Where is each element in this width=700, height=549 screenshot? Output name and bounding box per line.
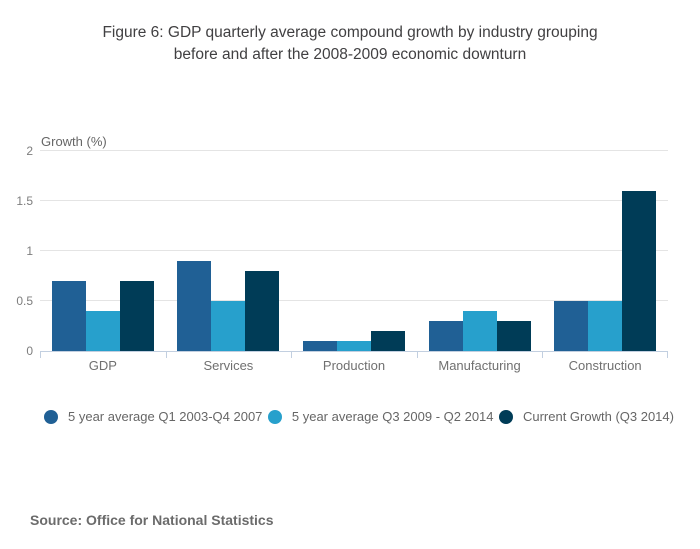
bar-group-manufacturing [417, 151, 543, 351]
legend-item-series2: 5 year average Q3 2009 - Q2 2014 [267, 409, 494, 424]
source-note: Source: Office for National Statistics [30, 512, 274, 528]
bar-group-gdp [40, 151, 166, 351]
bar-services-series2 [211, 301, 246, 351]
x-category-label-production: Production [322, 358, 386, 373]
x-axis-tick [165, 351, 167, 358]
legend-label-series3: Current Growth (Q3 2014) [522, 409, 674, 424]
gridline-1 [40, 250, 668, 251]
y-tick-label-0.5: 0.5 [16, 294, 33, 308]
bar-services-series1 [177, 261, 212, 351]
x-category-label-construction: Construction [568, 358, 642, 373]
x-axis-tick [667, 351, 668, 358]
bar-group-services [166, 151, 292, 351]
y-tick-label-1.5: 1.5 [16, 194, 33, 208]
legend-item-series1: 5 year average Q1 2003-Q4 2007 [44, 409, 262, 424]
y-tick-label-1: 1 [26, 244, 33, 258]
x-axis-tick [291, 351, 293, 358]
x-axis-tick [416, 351, 418, 358]
bar-gdp-series3 [119, 281, 154, 351]
bar-gdp-series2 [85, 311, 120, 351]
bar-services-series3 [245, 271, 280, 351]
plot-area [40, 150, 668, 358]
bar-group-construction [542, 151, 668, 351]
y-tick-label-2: 2 [26, 144, 33, 158]
legend-marker-icon [44, 409, 58, 424]
chart-legend: 5 year average Q1 2003-Q4 2007 5 year ave… [44, 409, 674, 424]
legend-label-series2: 5 year average Q3 2009 - Q2 2014 [291, 409, 494, 424]
bar-group-production [291, 151, 417, 351]
y-tick-label-0: 0 [26, 344, 33, 358]
bar-construction-series2 [588, 301, 623, 351]
legend-marker-icon [498, 409, 513, 424]
y-axis-labels: 0 0.5 1 1.5 2 [0, 144, 33, 358]
bar-production-series3 [370, 331, 405, 351]
x-axis-line [40, 351, 668, 352]
bar-production-series2 [336, 341, 371, 351]
bar-production-series1 [302, 341, 337, 351]
x-axis-tick [542, 351, 544, 358]
gridline-0.5 [40, 300, 668, 301]
bar-manufacturing-series3 [496, 321, 531, 351]
gridline-2 [40, 150, 668, 151]
bar-gdp-series1 [51, 281, 86, 351]
figure-title-line1: Figure 6: GDP quarterly average compound… [102, 24, 598, 42]
y-axis-title: Growth (%) [41, 134, 107, 149]
legend-item-series3: Current Growth (Q3 2014) [498, 409, 674, 424]
x-category-label-services: Services [203, 358, 254, 373]
bar-construction-series3 [622, 191, 657, 351]
gridline-1.5 [40, 200, 668, 201]
bar-construction-series1 [554, 301, 589, 351]
figure-title-line2: before and after the 2008-2009 economic … [173, 46, 527, 64]
legend-label-series1: 5 year average Q1 2003-Q4 2007 [68, 409, 263, 424]
x-axis-tick [40, 351, 41, 358]
bar-manufacturing-series1 [428, 321, 463, 351]
figure-title: Figure 6: GDP quarterly average compound… [0, 22, 700, 66]
x-axis-labels: GDP Services Production Manufacturing Constr… [40, 358, 668, 373]
bar-manufacturing-series2 [462, 311, 497, 351]
legend-marker-icon [267, 409, 282, 424]
x-category-label-manufacturing: Manufacturing [438, 358, 521, 373]
x-category-label-gdp: GDP [88, 358, 117, 373]
